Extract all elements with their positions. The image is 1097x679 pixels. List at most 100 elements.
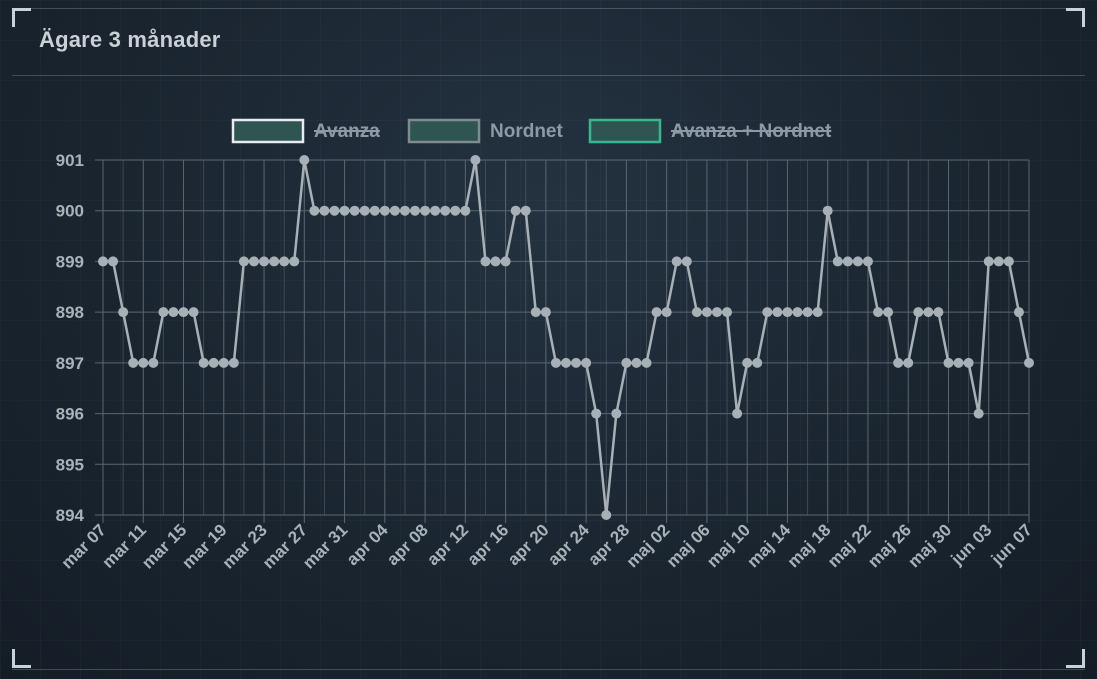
data-point bbox=[138, 357, 149, 368]
data-point bbox=[269, 256, 280, 267]
data-point bbox=[238, 256, 249, 267]
data-point bbox=[198, 357, 209, 368]
y-tick-label: 896 bbox=[56, 405, 84, 424]
data-point bbox=[822, 205, 833, 216]
x-tick-label: maj 18 bbox=[784, 520, 835, 571]
data-point bbox=[440, 205, 451, 216]
data-point bbox=[923, 307, 934, 318]
x-tick-label: apr 08 bbox=[383, 520, 432, 569]
data-point bbox=[470, 155, 481, 165]
data-point bbox=[228, 357, 239, 368]
x-tick-label: maj 14 bbox=[743, 520, 794, 571]
x-tick-label: mar 15 bbox=[138, 520, 190, 572]
data-point bbox=[802, 307, 813, 318]
data-point bbox=[550, 357, 561, 368]
data-point bbox=[148, 357, 159, 368]
data-point bbox=[661, 307, 672, 318]
data-point bbox=[1013, 307, 1024, 318]
data-point bbox=[399, 205, 410, 216]
data-point bbox=[571, 357, 582, 368]
series-nordnet bbox=[98, 155, 1034, 520]
data-point bbox=[772, 307, 783, 318]
y-tick-label: 901 bbox=[56, 151, 84, 170]
data-point bbox=[762, 307, 773, 318]
data-point bbox=[842, 256, 853, 267]
x-tick-label: mar 07 bbox=[58, 520, 110, 572]
data-point bbox=[883, 307, 894, 318]
x-tick-label: apr 16 bbox=[464, 520, 513, 569]
corner-bracket-bottom-right bbox=[1066, 649, 1085, 668]
x-tick-label: jun 07 bbox=[987, 520, 1036, 569]
x-tick-label: apr 04 bbox=[343, 520, 392, 569]
data-point bbox=[349, 205, 360, 216]
data-point bbox=[430, 205, 441, 216]
y-tick-label: 894 bbox=[56, 506, 85, 525]
data-point bbox=[561, 357, 571, 368]
data-point bbox=[681, 256, 692, 267]
data-point bbox=[319, 205, 330, 216]
data-point bbox=[862, 256, 873, 267]
y-tick-label: 897 bbox=[56, 354, 84, 373]
data-point bbox=[722, 307, 733, 318]
data-point bbox=[601, 510, 612, 520]
x-tick-label: maj 06 bbox=[663, 520, 714, 571]
data-point bbox=[108, 256, 119, 267]
data-point bbox=[188, 307, 199, 318]
data-point bbox=[520, 205, 531, 216]
data-point bbox=[530, 307, 541, 318]
chart-legend: Avanza Nordnet Avanza + Nordnet bbox=[231, 118, 832, 144]
x-tick-label: mar 31 bbox=[299, 520, 351, 572]
data-point bbox=[410, 205, 421, 216]
data-point bbox=[852, 256, 863, 267]
corner-bracket-top-left bbox=[12, 8, 31, 27]
data-point bbox=[742, 357, 753, 368]
data-point bbox=[812, 307, 823, 318]
data-point bbox=[460, 205, 471, 216]
data-point bbox=[289, 256, 300, 267]
data-point bbox=[309, 205, 320, 216]
data-point bbox=[993, 256, 1004, 267]
x-tick-label: apr 12 bbox=[423, 520, 472, 569]
data-point bbox=[329, 205, 340, 216]
data-point bbox=[389, 205, 400, 216]
data-point bbox=[118, 307, 129, 318]
data-point bbox=[339, 205, 350, 216]
x-tick-label: apr 24 bbox=[544, 520, 593, 569]
data-point bbox=[510, 205, 521, 216]
x-tick-label: mar 23 bbox=[219, 520, 271, 572]
data-point bbox=[933, 307, 944, 318]
legend-swatch bbox=[588, 118, 662, 144]
x-tick-label: jun 03 bbox=[947, 520, 996, 569]
data-point bbox=[480, 256, 491, 267]
data-point bbox=[691, 307, 702, 318]
data-point bbox=[983, 256, 994, 267]
data-point bbox=[218, 357, 229, 368]
chart-panel bbox=[12, 8, 1085, 670]
data-point bbox=[299, 155, 310, 165]
data-point bbox=[711, 307, 722, 318]
data-point bbox=[1003, 256, 1014, 267]
data-point bbox=[641, 357, 652, 368]
x-tick-label: mar 27 bbox=[259, 520, 311, 572]
y-tick-label: 900 bbox=[56, 202, 84, 221]
data-point bbox=[490, 256, 501, 267]
data-point bbox=[248, 256, 259, 267]
corner-bracket-top-right bbox=[1066, 8, 1085, 27]
data-point bbox=[651, 307, 662, 318]
header-divider bbox=[12, 75, 1085, 76]
panel-title: Ägare 3 månader bbox=[39, 27, 221, 52]
data-point bbox=[591, 408, 602, 419]
x-tick-label: maj 10 bbox=[703, 520, 754, 571]
legend-label: Nordnet bbox=[490, 121, 564, 142]
x-tick-label: maj 26 bbox=[864, 520, 915, 571]
data-point bbox=[379, 205, 390, 216]
legend-swatch bbox=[407, 118, 481, 144]
chart-grid bbox=[95, 159, 1030, 523]
data-point bbox=[873, 307, 884, 318]
legend-swatch bbox=[231, 118, 305, 144]
data-point bbox=[369, 205, 380, 216]
data-point bbox=[208, 357, 219, 368]
x-tick-label: maj 22 bbox=[824, 520, 875, 571]
